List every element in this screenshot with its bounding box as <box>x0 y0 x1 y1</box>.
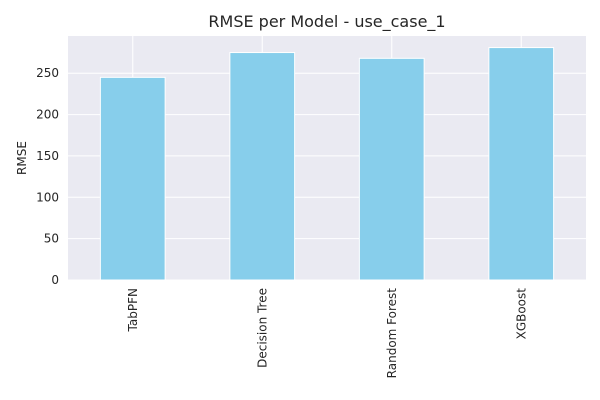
bars <box>99 47 555 281</box>
chart-title: RMSE per Model - use_case_1 <box>208 12 445 32</box>
y-tick-label: 150 <box>36 149 59 163</box>
bar-xgboost <box>488 47 555 281</box>
x-tick-label: Decision Tree <box>255 288 269 368</box>
y-tick-label: 250 <box>36 66 59 80</box>
y-tick-label: 100 <box>36 190 59 204</box>
x-tick-labels: TabPFN Decision Tree Random Forest XGBoost <box>126 288 529 379</box>
bar-random-forest <box>358 57 425 281</box>
y-tick-label: 200 <box>36 108 59 122</box>
y-tick-label: 50 <box>44 232 59 246</box>
y-tick-labels: 0 50 100 150 200 250 <box>36 66 59 287</box>
y-tick-label: 0 <box>51 273 59 287</box>
bar-decision-tree <box>229 52 296 281</box>
x-tick-label: XGBoost <box>514 288 528 340</box>
x-tick-label: TabPFN <box>126 288 140 332</box>
x-tick-label: Random Forest <box>385 288 399 379</box>
y-axis-label: RMSE <box>15 141 29 175</box>
bar-tabpfn <box>99 76 166 281</box>
